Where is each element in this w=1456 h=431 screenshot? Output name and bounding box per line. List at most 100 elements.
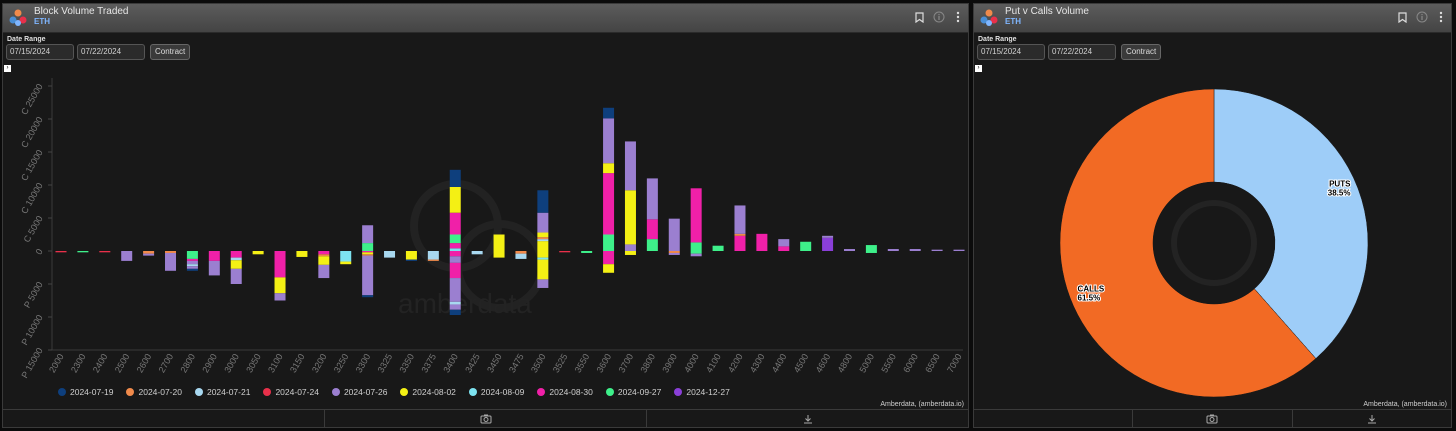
bar-segment-put[interactable] — [77, 251, 89, 253]
legend-item[interactable]: 2024-07-24 — [263, 387, 319, 397]
expand-chevron-icon[interactable]: › — [4, 65, 11, 72]
bar-segment-call[interactable] — [449, 186, 461, 213]
expand-chevron-icon[interactable]: › — [975, 65, 982, 72]
download-button[interactable] — [1293, 410, 1451, 427]
date-to-input[interactable]: 07/22/2024 — [77, 44, 145, 60]
contract-button[interactable]: Contract — [150, 44, 191, 60]
bar-segment-call[interactable] — [362, 243, 374, 251]
bar-segment-put[interactable] — [493, 251, 505, 258]
bar-segment-call[interactable] — [690, 188, 702, 243]
bar-segment-call[interactable] — [624, 244, 636, 251]
bar-segment-call[interactable] — [734, 205, 746, 234]
bar-segment-call[interactable] — [734, 235, 746, 251]
bar-segment-put[interactable] — [99, 251, 111, 253]
bar-segment-put[interactable] — [515, 253, 527, 259]
bar-segment-put[interactable] — [143, 251, 155, 254]
bar-segment-put[interactable] — [230, 257, 242, 261]
bar-segment-call[interactable] — [953, 249, 965, 251]
bar-segment-call[interactable] — [668, 218, 680, 251]
bar-segment-put[interactable] — [274, 251, 286, 278]
bar-segment-call[interactable] — [887, 249, 899, 251]
bar-segment-put[interactable] — [449, 309, 461, 316]
bar-segment-call[interactable] — [537, 190, 549, 213]
screenshot-button[interactable] — [325, 410, 647, 427]
bar-segment-put[interactable] — [230, 260, 242, 269]
bar-segment-put[interactable] — [362, 295, 374, 298]
bar-segment-call[interactable] — [449, 169, 461, 187]
bar-segment-put[interactable] — [186, 251, 198, 259]
bar-segment-call[interactable] — [537, 241, 549, 251]
bar-segment-call[interactable] — [624, 141, 636, 191]
screenshot-button[interactable] — [1133, 410, 1293, 427]
bar-segment-put[interactable] — [603, 264, 615, 273]
more-options-icon[interactable] — [1434, 10, 1447, 24]
bar-segment-call[interactable] — [603, 107, 615, 119]
bar-segment-put[interactable] — [252, 251, 264, 255]
bar-segment-put[interactable] — [449, 251, 461, 257]
bar-segment-put[interactable] — [165, 252, 177, 271]
bar-segment-put[interactable] — [165, 251, 177, 253]
bar-segment-call[interactable] — [690, 242, 702, 251]
bar-segment-put[interactable] — [668, 252, 680, 255]
bar-segment-put[interactable] — [318, 254, 330, 257]
bar-segment-call[interactable] — [822, 237, 834, 251]
bar-segment-call[interactable] — [822, 235, 834, 238]
bar-segment-call[interactable] — [603, 234, 615, 252]
bar-segment-put[interactable] — [121, 251, 133, 261]
bar-segment-put[interactable] — [449, 262, 461, 279]
bar-segment-put[interactable] — [318, 256, 330, 265]
bar-segment-call[interactable] — [646, 239, 658, 251]
bar-segment-put[interactable] — [449, 304, 461, 310]
bar-segment-put[interactable] — [603, 251, 615, 265]
bar-segment-call[interactable] — [449, 234, 461, 244]
bar-segment-call[interactable] — [449, 248, 461, 251]
bar-segment-call[interactable] — [603, 173, 615, 235]
bar-segment-call[interactable] — [778, 246, 790, 251]
bar-segment-call[interactable] — [734, 233, 746, 236]
bar-segment-call[interactable] — [362, 225, 374, 244]
bar-segment-call[interactable] — [865, 245, 877, 251]
bar-segment-put[interactable] — [296, 251, 308, 257]
bar-segment-call[interactable] — [624, 190, 636, 245]
bar-segment-put[interactable] — [537, 259, 549, 280]
bar-segment-call[interactable] — [909, 249, 921, 251]
bar-segment-call[interactable] — [931, 249, 943, 251]
bar-segment-put[interactable] — [340, 261, 352, 265]
bar-segment-put[interactable] — [186, 268, 198, 271]
bar-segment-put[interactable] — [274, 277, 286, 294]
legend-item[interactable]: 2024-09-27 — [605, 387, 661, 397]
bar-segment-put[interactable] — [230, 251, 242, 258]
date-from-input[interactable]: 07/15/2024 — [977, 44, 1045, 60]
bar-segment-put[interactable] — [186, 260, 198, 265]
bar-segment-put[interactable] — [362, 255, 374, 296]
bar-segment-put[interactable] — [471, 251, 483, 255]
bar-segment-call[interactable] — [778, 239, 790, 247]
bar-segment-put[interactable] — [340, 251, 352, 262]
bar-segment-call[interactable] — [537, 232, 549, 238]
bar-segment-put[interactable] — [537, 257, 549, 260]
bar-segment-put[interactable] — [537, 251, 549, 258]
bar-segment-call[interactable] — [449, 243, 461, 249]
legend-item[interactable]: 2024-07-19 — [58, 387, 113, 397]
bar-segment-call[interactable] — [449, 212, 461, 235]
pie-slice-puts[interactable] — [1213, 88, 1369, 359]
bar-segment-put[interactable] — [362, 252, 374, 255]
bar-segment-call[interactable] — [493, 234, 505, 252]
contract-button[interactable]: Contract — [1121, 44, 1162, 60]
bar-segment-call[interactable] — [603, 163, 615, 174]
bar-segment-put[interactable] — [427, 259, 439, 261]
bar-segment-put[interactable] — [559, 251, 571, 253]
more-options-icon[interactable] — [951, 10, 964, 24]
bar-segment-put[interactable] — [427, 251, 439, 260]
legend-item[interactable]: 2024-07-20 — [126, 387, 182, 397]
bar-segment-put[interactable] — [230, 268, 242, 284]
bar-segment-put[interactable] — [624, 251, 636, 255]
info-icon[interactable] — [1415, 10, 1428, 24]
bar-segment-call[interactable] — [646, 219, 658, 240]
bar-segment-put[interactable] — [449, 278, 461, 302]
bar-segment-call[interactable] — [712, 245, 724, 251]
bar-segment-put[interactable] — [208, 251, 220, 261]
bar-segment-put[interactable] — [186, 266, 198, 269]
bookmark-icon[interactable] — [913, 10, 926, 24]
bar-segment-call[interactable] — [646, 178, 658, 220]
